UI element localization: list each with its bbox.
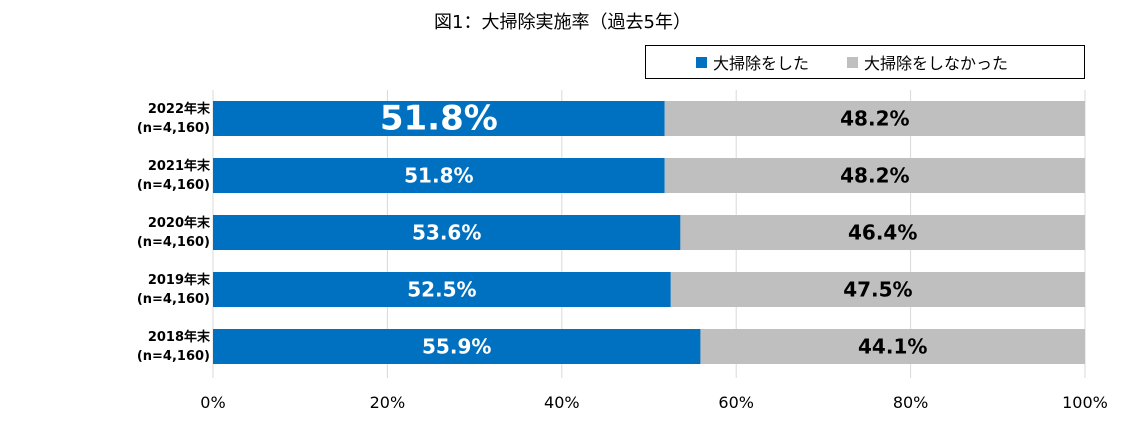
bar-segment — [664, 101, 1085, 136]
data-label: 51.8% — [380, 99, 498, 139]
category-label: 2022年末 (n=4,160) — [100, 100, 210, 138]
category-label: 2018年末 (n=4,160) — [100, 328, 210, 366]
bar-segment — [213, 215, 681, 250]
category-year: 2018年末 — [147, 329, 210, 345]
data-label: 48.2% — [840, 164, 909, 188]
bar-segment — [213, 101, 665, 136]
category-label: 2021年末 (n=4,160) — [100, 157, 210, 195]
category-label: 2020年末 (n=4,160) — [100, 214, 210, 252]
category-label: 2019年末 (n=4,160) — [100, 271, 210, 309]
x-tick-label: 60% — [718, 393, 754, 412]
chart-title: 図1：大掃除実施率（過去5年） — [434, 12, 691, 33]
x-tick-label: 80% — [893, 393, 929, 412]
data-label: 46.4% — [848, 221, 917, 245]
bar-segment — [664, 158, 1085, 193]
legend-swatch-did-clean — [696, 56, 707, 68]
data-label: 55.9% — [422, 335, 491, 359]
legend-item-did-clean: 大掃除をした — [696, 50, 809, 74]
category-year: 2019年末 — [147, 272, 210, 288]
category-sample-size: (n=4,160) — [136, 120, 210, 136]
x-tick-label: 40% — [544, 393, 580, 412]
data-label: 47.5% — [843, 278, 912, 302]
bar-segment — [213, 272, 671, 307]
category-sample-size: (n=4,160) — [136, 234, 210, 250]
legend-label-did-clean: 大掃除をした — [713, 54, 810, 73]
data-label: 52.5% — [407, 278, 476, 302]
category-sample-size: (n=4,160) — [136, 348, 210, 364]
legend-swatch-did-not-clean — [847, 56, 859, 68]
legend-label-did-not-clean: 大掃除をしなかった — [864, 54, 1009, 73]
bar-segment — [680, 215, 1085, 250]
bar-segment — [670, 272, 1085, 307]
bar-segment — [700, 329, 1085, 364]
data-label: 53.6% — [412, 221, 481, 245]
chart-legend: 大掃除をした 大掃除をしなかった — [645, 45, 1085, 79]
category-year: 2021年末 — [147, 158, 210, 174]
legend-item-did-not-clean: 大掃除をしなかった — [847, 50, 1008, 74]
category-year: 2022年末 — [147, 101, 210, 117]
x-tick-label: 100% — [1062, 393, 1108, 412]
data-label: 44.1% — [858, 335, 927, 359]
category-sample-size: (n=4,160) — [136, 177, 210, 193]
category-year: 2020年末 — [147, 215, 210, 231]
bar-segment — [213, 329, 701, 364]
x-tick-label: 0% — [200, 393, 225, 412]
data-label: 51.8% — [404, 164, 473, 188]
data-label: 48.2% — [840, 107, 909, 131]
category-sample-size: (n=4,160) — [136, 291, 210, 307]
x-tick-label: 20% — [370, 393, 406, 412]
bar-segment — [213, 158, 665, 193]
